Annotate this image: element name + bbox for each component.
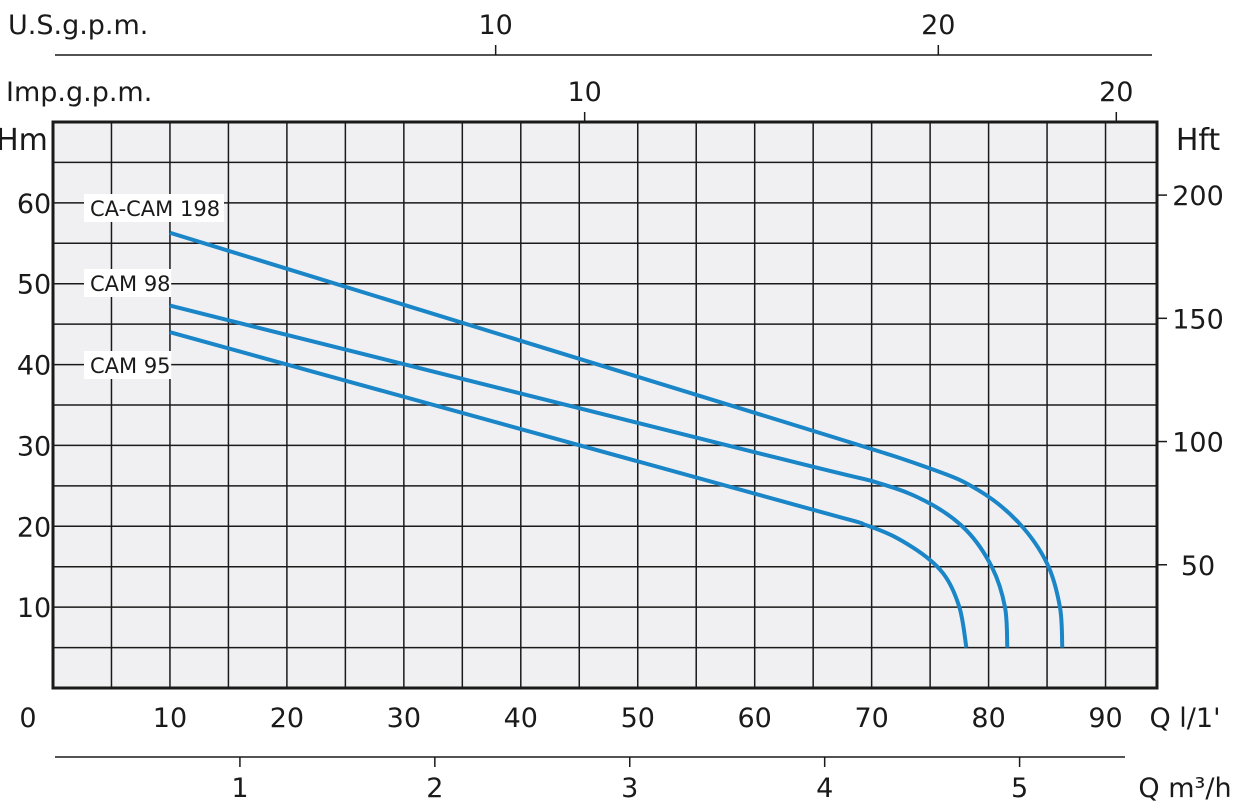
y2-tick-label: 200 (1172, 181, 1224, 212)
y2-tick-label: 50 (1181, 551, 1215, 582)
y-axis-label: Hm (0, 123, 48, 158)
us-gpm-tick-label: 10 (478, 10, 512, 41)
m3h-tick-label: 3 (621, 773, 638, 804)
y-tick-label: 10 (17, 593, 51, 624)
imp-gpm-tick-label: 20 (1099, 77, 1133, 108)
curve-label-background (84, 351, 172, 379)
grid (53, 122, 1157, 688)
x-tick-label: 70 (854, 703, 888, 734)
x-tick-label: 0 (19, 703, 36, 734)
us-gpm-label: U.S.g.p.m. (8, 10, 148, 41)
y-tick-label: 30 (17, 431, 51, 462)
y-tick-label: 50 (17, 270, 51, 301)
curve-label: CAM 95 (90, 354, 171, 378)
imp-gpm-tick-label: 10 (567, 77, 601, 108)
x-tick-label: 60 (738, 703, 772, 734)
m3h-tick-label: 1 (231, 773, 248, 804)
y-tick-label: 20 (17, 512, 51, 543)
curve-cam-95 (169, 330, 969, 648)
y2-tick-label: 100 (1172, 428, 1224, 459)
x-tick-label: 90 (1088, 703, 1122, 734)
curve-label: CA-CAM 198 (90, 197, 220, 221)
y-tick-label: 40 (17, 351, 51, 382)
us-gpm-tick-label: 20 (921, 10, 955, 41)
labels: CA-CAM 198 CAM 98 CAM 95 (84, 194, 224, 379)
y-tick-label: 60 (17, 189, 51, 220)
plot-frame (51, 120, 1159, 690)
curves (169, 230, 1065, 648)
curve-label-background (84, 269, 172, 297)
y2-axis-label: Hft (1176, 123, 1221, 158)
curve-cam-98 (169, 303, 1010, 648)
m3h-tick-label: 5 (1011, 773, 1028, 804)
x-tick-label: 40 (504, 703, 538, 734)
curve-label-background (84, 194, 224, 222)
y2-tick-label: 150 (1172, 304, 1224, 335)
curve-label: CAM 98 (90, 272, 171, 296)
x-tick-label: 80 (971, 703, 1005, 734)
m3h-tick-label: 2 (426, 773, 443, 804)
x-tick-label: 10 (153, 703, 187, 734)
m3h-axis-label: Q m³/h (1138, 773, 1231, 804)
x-tick-label: 30 (387, 703, 421, 734)
x-tick-label: 20 (270, 703, 304, 734)
axes: 10 20 30 40 50 60 Hm 50 100 150 200 Hft 0 10 20 30 40 50 6… (0, 10, 1232, 804)
imp-gpm-label: Imp.g.p.m. (6, 77, 152, 108)
x-axis-label: Q l/1' (1149, 703, 1220, 734)
x-tick-label: 50 (621, 703, 655, 734)
m3h-tick-label: 4 (816, 773, 833, 804)
curve-ca-cam-198 (169, 230, 1065, 648)
